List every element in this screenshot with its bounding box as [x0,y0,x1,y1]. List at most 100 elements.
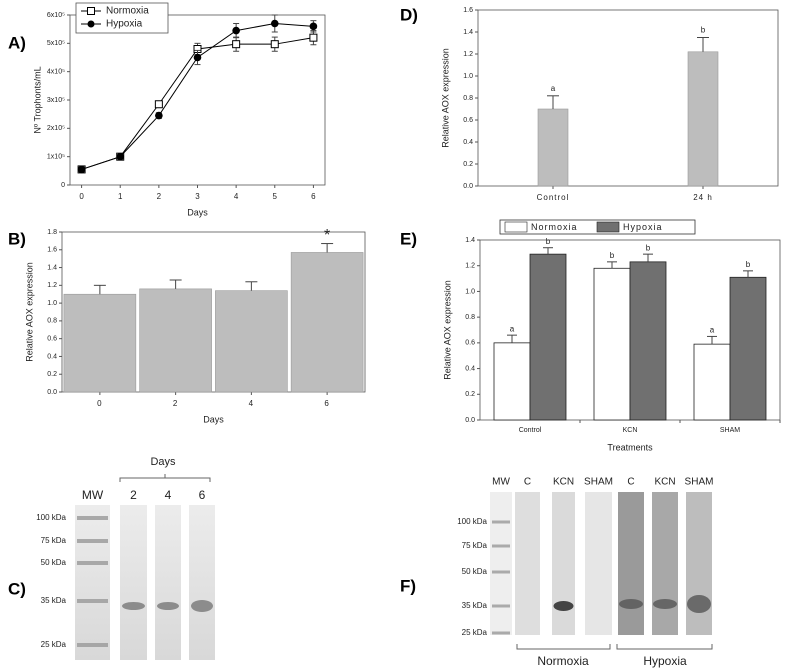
ladder-band [492,570,510,574]
x-tick-label: 0 [97,399,102,408]
bar [290,252,364,393]
marker [77,165,86,174]
legend-marker [87,7,95,15]
error-bar [607,261,617,269]
y-tick-label: 0.0 [463,183,473,190]
x-tick-label: KCN [623,427,638,434]
y-tick-label: 0.4 [47,353,57,360]
legend-label: Normoxia [531,222,578,232]
y-tick-label: 0.2 [465,391,475,398]
y-tick-label: 1.4 [463,29,473,36]
marker-label: 100 kDa [457,517,487,526]
gel-band [687,595,711,613]
panel-label: F) [400,576,416,595]
gel-band [553,601,574,611]
x-axis-title: Treatments [607,442,653,452]
ladder-band [77,539,108,543]
gel-lane [585,492,612,635]
y-tick-label: 2x10⁵ [47,125,65,132]
marker-label: 75 kDa [462,541,488,550]
marker-label: 75 kDa [41,536,67,545]
legend-label: Hypoxia [623,222,663,232]
x-tick-label: 6 [324,399,329,408]
x-tick-label: 2 [173,399,178,408]
y-tick-label: 0.6 [47,336,57,343]
panel-label: E) [400,229,417,248]
bar [629,261,667,421]
x-tick-label: 5 [273,192,278,201]
y-tick-label: 0.8 [47,318,57,325]
gel-lane [652,492,678,635]
y-axis-title: Relative AOX expression [24,262,34,362]
x-tick-label: 4 [249,399,254,408]
y-tick-label: 1.2 [47,282,57,289]
y-tick-label: 1.6 [463,7,473,14]
error-bar [697,37,709,52]
gel-lane [618,492,644,635]
x-tick-label: 6 [311,192,316,201]
lane-label: SHAM [584,477,613,488]
ladder-band [492,520,510,524]
error-bar [643,253,653,262]
gel-lane [686,492,712,635]
y-tick-label: 0.4 [465,365,475,372]
y-tick-label: 1x10⁵ [47,154,65,161]
error-bar [169,279,182,289]
ladder-band [77,643,108,647]
marker [232,40,241,49]
x-tick-label: 4 [234,192,239,201]
legend-swatch [596,221,620,233]
marker-label: 100 kDa [36,513,66,522]
bar [215,290,288,393]
marker [193,53,202,62]
marker-label: 35 kDa [462,601,488,610]
marker-label: 35 kDa [41,596,67,605]
lane-label: SHAM [685,477,714,488]
marker [232,26,240,35]
significance-label: b [701,26,706,35]
gel-band [653,599,677,609]
y-tick-label: 0.8 [465,314,475,321]
significance-label: b [746,260,751,269]
bar [139,288,212,393]
marker-label: 25 kDa [41,640,67,649]
x-axis-title: Days [187,207,208,217]
significance-label: b [610,251,615,260]
error-bar [543,247,553,255]
ladder-band [492,544,510,548]
y-tick-label: 0.4 [463,139,473,146]
gel-band [191,600,213,612]
ladder-band [492,631,510,635]
panel-label: A) [8,33,26,52]
marker-label: 50 kDa [462,567,488,576]
lane-label: C [627,477,634,488]
legend-swatch [504,221,528,233]
x-tick-label: SHAM [720,427,740,434]
significance-label: b [646,243,651,252]
bar [493,342,531,421]
panel-label: B) [8,229,26,248]
x-tick-label: 24 h [693,193,713,202]
gel-lane [75,505,110,660]
marker [309,22,318,31]
y-tick-label: 0.2 [463,161,473,168]
x-tick-label: Control [537,193,570,202]
x-tick-label: 0 [79,192,84,201]
significance-label: a [551,84,556,93]
marker [309,33,318,42]
ladder-band [77,516,108,520]
lane-label: MW [492,477,510,488]
x-tick-label: 2 [157,192,162,201]
significance-label: a [710,326,715,335]
x-tick-label: 1 [118,192,123,201]
bar [63,293,137,393]
ladder-band [77,561,108,565]
error-bar [547,95,559,109]
y-tick-label: 1.8 [47,229,57,236]
legend-label: Normoxia [106,6,149,17]
y-tick-label: 0.6 [463,117,473,124]
y-axis-title: Relative AOX expression [440,48,450,148]
y-tick-label: 3x10⁵ [47,97,65,104]
plot-frame [61,231,366,393]
